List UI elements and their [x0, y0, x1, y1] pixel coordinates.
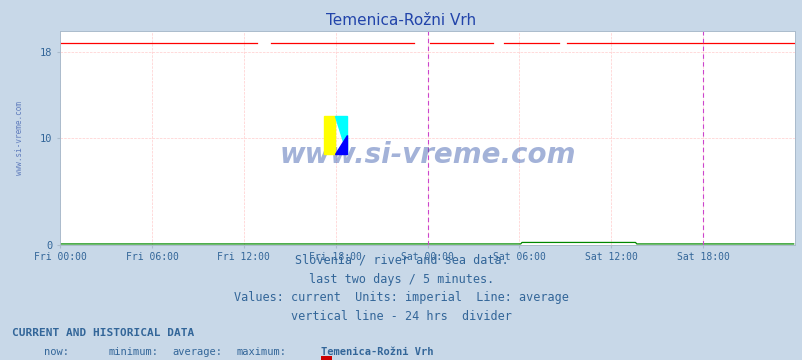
Text: www.si-vreme.com: www.si-vreme.com [279, 141, 575, 169]
Text: CURRENT AND HISTORICAL DATA: CURRENT AND HISTORICAL DATA [12, 328, 194, 338]
Text: Slovenia / river and sea data.: Slovenia / river and sea data. [294, 254, 508, 267]
Text: Temenica-Rožni Vrh: Temenica-Rožni Vrh [326, 13, 476, 28]
Text: Values: current  Units: imperial  Line: average: Values: current Units: imperial Line: av… [233, 291, 569, 304]
Text: vertical line - 24 hrs  divider: vertical line - 24 hrs divider [290, 310, 512, 323]
Text: minimum:: minimum: [108, 347, 158, 357]
Text: maximum:: maximum: [237, 347, 286, 357]
Text: Temenica-Rožni Vrh: Temenica-Rožni Vrh [321, 347, 433, 357]
Text: average:: average: [172, 347, 222, 357]
Polygon shape [334, 135, 346, 154]
Polygon shape [334, 116, 346, 154]
Text: last two days / 5 minutes.: last two days / 5 minutes. [309, 273, 493, 285]
Bar [324, 116, 334, 154]
Text: www.si-vreme.com: www.si-vreme.com [15, 101, 24, 175]
Text: now:: now: [44, 347, 69, 357]
